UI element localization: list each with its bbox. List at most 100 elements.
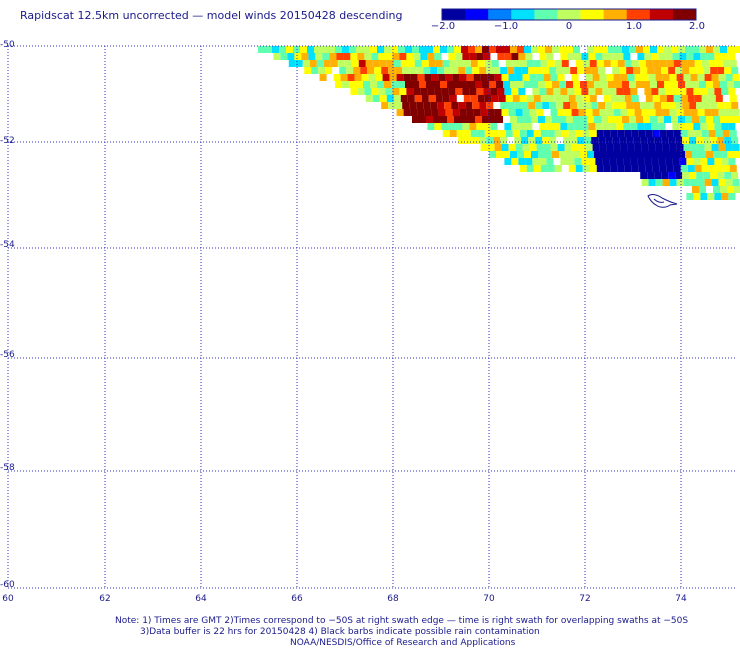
swath-cell bbox=[577, 137, 585, 144]
swath-cell bbox=[662, 109, 670, 116]
swath-cell bbox=[623, 88, 631, 95]
lat-label-56: -56 bbox=[0, 350, 15, 360]
swath-cell bbox=[554, 165, 562, 172]
swath-cell bbox=[435, 60, 443, 67]
swath-cell bbox=[484, 60, 492, 67]
swath-cell bbox=[431, 74, 439, 81]
swath-cell bbox=[444, 102, 452, 109]
swath-cell bbox=[661, 102, 669, 109]
swath-cell bbox=[483, 123, 491, 130]
swath-cell bbox=[498, 130, 506, 137]
swath-cell bbox=[563, 137, 571, 144]
swath-cell bbox=[617, 95, 625, 102]
swath-cell bbox=[393, 95, 401, 102]
swath-cell bbox=[596, 60, 604, 67]
swath-cell bbox=[692, 116, 699, 123]
swath-cell bbox=[419, 116, 426, 123]
swath-cell bbox=[521, 67, 529, 74]
swath-cell bbox=[588, 88, 596, 95]
swath-cell bbox=[377, 46, 384, 53]
swath-cell bbox=[696, 172, 704, 179]
swath-cell bbox=[582, 130, 590, 137]
swath-cell bbox=[706, 46, 713, 53]
swath-cell bbox=[525, 53, 533, 60]
swath-cell bbox=[511, 88, 519, 95]
swath-cell bbox=[496, 81, 503, 88]
swath-cell bbox=[491, 60, 499, 67]
swath-cell bbox=[680, 60, 688, 67]
swath-cell bbox=[721, 123, 729, 130]
swath-cell bbox=[665, 88, 673, 95]
swath-cell bbox=[372, 95, 380, 102]
swath-cell bbox=[336, 53, 344, 60]
swath-cell bbox=[549, 137, 557, 144]
swath-cell bbox=[358, 60, 366, 67]
swath-cell bbox=[685, 151, 692, 158]
swath-cell bbox=[524, 151, 531, 158]
swath-cell bbox=[636, 81, 643, 88]
swath-cell bbox=[606, 74, 614, 81]
swath-cell bbox=[728, 88, 736, 95]
swath-cell bbox=[721, 158, 729, 165]
swath-cell bbox=[484, 95, 492, 102]
swath-cell bbox=[365, 60, 373, 67]
swath-cell bbox=[505, 95, 513, 102]
swath-cell bbox=[469, 88, 477, 95]
swath-cell bbox=[560, 88, 568, 95]
swath-cell bbox=[349, 81, 356, 88]
swath-cell bbox=[357, 53, 365, 60]
swath-cell bbox=[596, 130, 604, 137]
swath-cell bbox=[657, 46, 664, 53]
swath-cell bbox=[363, 81, 370, 88]
swath-cell bbox=[715, 165, 723, 172]
swath-cell bbox=[708, 60, 716, 67]
swath-cell bbox=[406, 88, 414, 95]
swath-cell bbox=[518, 123, 526, 130]
swath-cell bbox=[690, 74, 698, 81]
swath-cell bbox=[472, 137, 480, 144]
swath-cell bbox=[629, 116, 636, 123]
swath-cell bbox=[617, 60, 625, 67]
swath-cell bbox=[412, 81, 419, 88]
swath-cell bbox=[546, 88, 554, 95]
swath-cell bbox=[689, 137, 697, 144]
swath-cell bbox=[619, 67, 627, 74]
swath-cell bbox=[556, 67, 564, 74]
swath-cell bbox=[566, 116, 573, 123]
swath-cell bbox=[479, 137, 487, 144]
swath-cell bbox=[717, 172, 725, 179]
swath-cell bbox=[480, 74, 488, 81]
swath-cell bbox=[505, 60, 513, 67]
swath-cell bbox=[661, 172, 669, 179]
swath-cell bbox=[666, 130, 674, 137]
swath-cell bbox=[440, 46, 447, 53]
swath-cell bbox=[459, 74, 467, 81]
swath-cell bbox=[392, 53, 400, 60]
swath-cell bbox=[623, 123, 631, 130]
swath-cell bbox=[707, 123, 715, 130]
swath-cell bbox=[511, 158, 519, 165]
island-coastline bbox=[647, 194, 678, 208]
swath-cell bbox=[370, 46, 377, 53]
swath-cell bbox=[295, 60, 303, 67]
swath-cell bbox=[575, 95, 583, 102]
swath-cell bbox=[329, 53, 337, 60]
swath-cell bbox=[258, 46, 265, 53]
swath-cell bbox=[654, 102, 662, 109]
swath-cell bbox=[612, 102, 620, 109]
swath-cell bbox=[302, 60, 310, 67]
swath-cell bbox=[532, 88, 540, 95]
swath-cell bbox=[668, 172, 676, 179]
swath-cell bbox=[458, 137, 466, 144]
swath-cell bbox=[665, 53, 673, 60]
swath-cell bbox=[626, 67, 634, 74]
swath-cell bbox=[538, 81, 545, 88]
swath-cell bbox=[676, 74, 684, 81]
swath-cell bbox=[447, 46, 454, 53]
swath-cell bbox=[455, 53, 463, 60]
swath-cell bbox=[704, 179, 712, 186]
swath-cell bbox=[672, 53, 680, 60]
swath-cell bbox=[700, 158, 708, 165]
swath-cell bbox=[344, 60, 352, 67]
swath-cell bbox=[620, 109, 628, 116]
